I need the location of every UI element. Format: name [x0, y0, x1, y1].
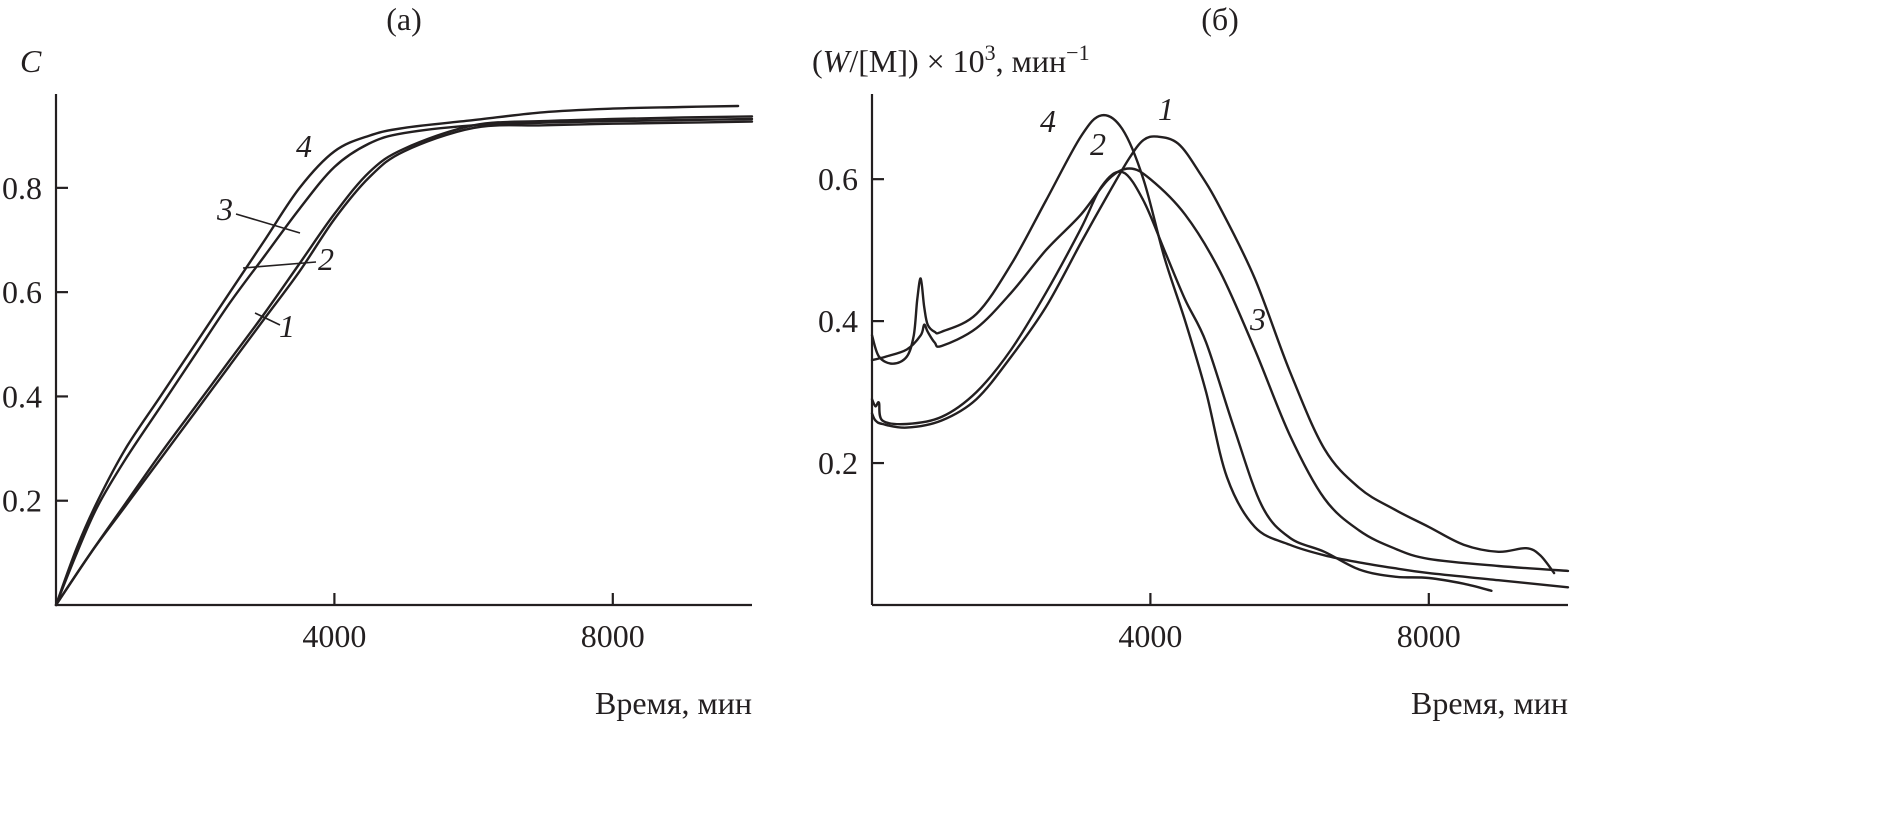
panel-b-y-tick-label: 0.6: [818, 161, 858, 197]
panel-b-y-tick-label: 0.2: [818, 445, 858, 481]
panel-b-series-3-line: [870, 167, 1570, 573]
panel-b-curve-labels: 4 2 1 3: [1040, 91, 1266, 337]
panel-b-title: (б): [1201, 1, 1239, 37]
panel-a-y-tick-label: 0.6: [2, 274, 42, 310]
chart-panel-a: (а) C 0.2 0.4 0.6 0.8 4000 8000 Время, мин 4…: [2, 1, 754, 721]
panel-b-series-1-label: 1: [1158, 91, 1174, 127]
panel-b-series-2-line: [870, 170, 1493, 592]
panel-a-x-ticks: 4000 8000: [302, 593, 645, 654]
panel-a-series-3-line: [54, 117, 754, 607]
panel-b-series-group: [870, 113, 1570, 592]
panel-b-y-axis-title: (W/[M]) × 103, мин−1: [812, 40, 1090, 79]
panel-a-axes: [54, 94, 752, 607]
panel-a-y-axis-title: C: [20, 43, 42, 79]
panel-a-series-1-leader: [254, 312, 281, 326]
panel-a-series-3-label: 3: [216, 191, 233, 227]
panel-a-series-1-line: [54, 120, 754, 607]
panel-a-y-tick-label: 0.4: [2, 378, 42, 414]
panel-b-x-axis-title: Время, мин: [1411, 685, 1568, 721]
panel-b-x-ticks: 4000 8000: [1118, 593, 1461, 654]
panel-a-x-tick-label: 8000: [581, 618, 645, 654]
panel-b-series-4-line: [870, 113, 1570, 589]
panel-a-y-tick-label: 0.8: [2, 170, 42, 206]
panel-a-series-4-line: [54, 104, 740, 607]
panel-b-y-ticks: 0.2 0.4 0.6: [818, 161, 884, 481]
panel-a-series-2-leader: [242, 261, 317, 269]
panel-a-y-ticks: 0.2 0.4 0.6 0.8: [2, 170, 68, 519]
panel-a-series-4-label: 4: [296, 128, 312, 164]
panel-a-y-tick-label: 0.2: [2, 483, 42, 519]
panel-a-curve-labels: 4 3 2 1: [216, 128, 334, 344]
panel-a-series-2-line: [54, 115, 754, 607]
panel-b-x-tick-label: 4000: [1118, 618, 1182, 654]
panel-b-series-2-label: 2: [1090, 126, 1106, 162]
chart-panel-b: (б) (W/[M]) × 103, мин−1 0.2 0.4 0.6 4000 8…: [812, 1, 1570, 721]
panel-b-axes: [870, 94, 1568, 607]
panel-b-y-tick-label: 0.4: [818, 303, 858, 339]
panel-a-series-group: [54, 104, 754, 607]
panel-a-title: (а): [386, 1, 422, 37]
panel-b-series-1-line: [870, 135, 1556, 575]
panel-a-series-2-label: 2: [318, 241, 334, 277]
panel-a-series-1-label: 1: [279, 308, 295, 344]
panel-a-series-3-leader: [235, 213, 301, 234]
panel-a-x-tick-label: 4000: [302, 618, 366, 654]
panel-b-series-4-label: 4: [1040, 103, 1056, 139]
panel-b-series-3-label: 3: [1249, 301, 1266, 337]
panel-b-x-tick-label: 8000: [1397, 618, 1461, 654]
panel-a-x-axis-title: Время, мин: [595, 685, 752, 721]
